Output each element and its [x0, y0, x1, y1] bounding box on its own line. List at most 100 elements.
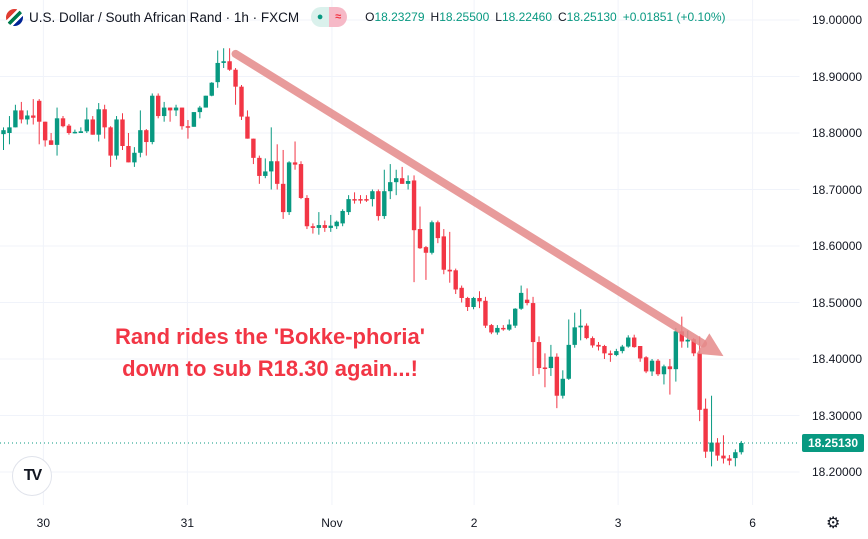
arrow-head — [696, 333, 724, 357]
candle-body — [405, 181, 411, 184]
candle-body — [114, 119, 119, 156]
candle-body — [411, 180, 417, 231]
candle — [435, 220, 441, 244]
candle — [96, 103, 101, 142]
candle — [358, 195, 363, 204]
candle — [191, 112, 197, 127]
time-tick-label: 2 — [470, 516, 478, 530]
candle-body — [245, 116, 250, 139]
candle-body — [185, 126, 191, 128]
candle-body — [167, 107, 173, 111]
candle — [120, 113, 125, 150]
candle-body — [156, 95, 161, 117]
candle — [84, 107, 89, 133]
candle — [495, 325, 500, 335]
candle — [536, 336, 542, 375]
candle — [626, 335, 631, 348]
candle-body — [614, 351, 619, 356]
candle — [275, 144, 280, 190]
candle-body — [578, 325, 583, 328]
candle-body — [251, 138, 256, 158]
candle — [399, 166, 405, 184]
gear-icon[interactable]: ⚙ — [826, 515, 841, 532]
wave-icon: ≈ — [329, 7, 348, 27]
candle — [637, 346, 643, 362]
candle-body — [530, 303, 536, 343]
candle — [37, 99, 42, 145]
candle-body — [667, 366, 673, 370]
candle — [233, 68, 238, 105]
candle — [215, 50, 220, 88]
candle-body — [447, 269, 452, 272]
candle — [90, 116, 95, 135]
candle — [727, 455, 732, 466]
candle — [66, 123, 72, 135]
candle — [227, 48, 232, 71]
price-tick-label: 18.20000 — [812, 465, 863, 479]
candle — [25, 110, 30, 125]
market-status[interactable]: ● ≈ — [311, 7, 348, 27]
candle — [632, 334, 637, 348]
time-tick-label: 30 — [36, 516, 51, 530]
candle — [334, 220, 339, 230]
candle-body — [352, 199, 357, 201]
time-tick-label: 6 — [749, 516, 756, 530]
candle — [394, 169, 399, 196]
candle — [346, 195, 351, 215]
candle-body — [298, 164, 304, 198]
candles — [1, 48, 744, 467]
candle — [286, 161, 292, 215]
candle — [185, 120, 191, 139]
candle-body — [471, 297, 476, 308]
candle — [370, 189, 375, 207]
candle-body — [632, 337, 637, 348]
candle — [554, 353, 560, 409]
candle-body — [179, 107, 185, 127]
candle — [453, 268, 458, 295]
candle — [19, 101, 24, 124]
candle — [179, 107, 185, 130]
candle — [614, 348, 619, 357]
candle — [447, 231, 452, 283]
candle — [1, 127, 6, 150]
tradingview-logo[interactable]: TV — [12, 456, 52, 496]
candle-body — [590, 338, 595, 346]
candle-body — [507, 324, 512, 330]
candle — [72, 129, 78, 134]
candle-body — [215, 62, 220, 83]
close-label: C — [558, 10, 567, 24]
candle — [292, 141, 298, 170]
candle-body — [513, 308, 518, 326]
price-tick-label: 18.30000 — [812, 408, 863, 423]
candle — [673, 327, 679, 382]
time-tick-label: 3 — [614, 516, 622, 530]
candle — [471, 296, 476, 310]
candle-body — [203, 95, 208, 108]
candle-body — [334, 221, 339, 227]
candle — [655, 359, 661, 376]
candle-body — [620, 346, 625, 352]
candle — [13, 104, 18, 128]
candle — [507, 319, 512, 331]
candle-body — [584, 325, 589, 339]
candle — [54, 107, 60, 156]
candle — [31, 99, 36, 125]
candle — [352, 192, 357, 204]
candle — [221, 48, 226, 69]
candle — [739, 440, 744, 455]
price-tick-label: 18.90000 — [812, 69, 863, 84]
candle-body — [709, 442, 714, 452]
candle-body — [227, 61, 232, 70]
candle-body — [209, 82, 214, 96]
candle-body — [322, 225, 327, 228]
grid — [0, 0, 800, 505]
price-tick-label: 19.00000 — [812, 13, 863, 27]
candle-body — [572, 327, 577, 345]
candle — [328, 214, 333, 232]
symbol-title[interactable]: U.S. Dollar / South African Rand · 1h · … — [29, 9, 300, 25]
candle — [251, 138, 256, 165]
candle-body — [304, 197, 310, 227]
candle — [661, 364, 667, 385]
candle — [108, 126, 113, 167]
